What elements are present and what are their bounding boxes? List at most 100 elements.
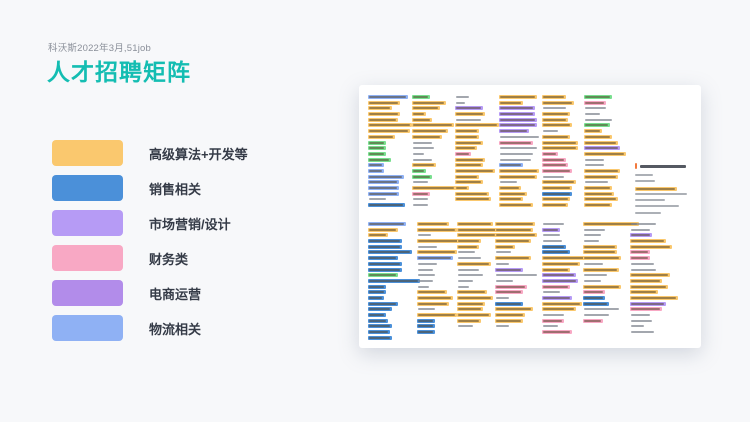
job-tag [584,146,620,151]
job-tag [583,301,609,306]
job-tag [368,267,402,272]
job-tag [583,307,621,311]
job-tag [584,168,620,173]
job-tag [412,203,430,207]
job-tag [495,296,511,300]
job-tag [412,117,432,122]
job-tag [542,157,566,162]
job-tag [368,301,398,306]
job-tag [584,151,626,156]
legend-item-0: 高级算法+开发等 [52,140,248,166]
job-tag [583,256,621,261]
job-tag [542,239,564,243]
job-tag [542,140,578,145]
job-tag [542,117,568,122]
job-tag [412,158,434,162]
job-tag [412,146,436,150]
job-tag [542,313,566,317]
job-tag [417,222,449,226]
note-title [640,164,686,168]
matrix-column [368,222,420,340]
job-tag [368,163,384,168]
job-tag [542,146,578,151]
job-tag [584,106,608,110]
legend-label: 物流相关 [149,321,202,337]
job-tag [455,146,477,151]
job-tag [368,146,386,151]
job-tag [368,295,384,300]
job-tag [368,222,406,226]
job-tag [584,140,618,145]
job-tag [417,290,447,295]
note-line [635,192,687,195]
job-tag [368,140,386,145]
job-tag [368,278,420,283]
job-tag [457,318,481,323]
job-tag [499,135,541,139]
job-tag [583,233,603,237]
job-tag [368,335,392,340]
job-tag [417,233,433,237]
job-tag [412,186,456,190]
job-tag [412,112,426,117]
legend-item-1: 销售相关 [52,175,248,201]
job-tag [499,168,539,173]
job-tag [630,262,656,266]
job-tag [368,239,402,244]
job-tag [542,203,568,208]
job-tag [368,157,391,162]
job-tag [630,295,678,300]
legend-item-4: 电商运营 [52,280,248,306]
job-tag [630,250,650,255]
job-tag [630,290,658,295]
job-tag [455,118,483,122]
job-tag [368,313,386,317]
job-tag [455,129,479,134]
job-tag [499,146,539,150]
job-tag [499,180,519,184]
matrix-column [368,95,412,208]
job-tag [455,197,491,202]
job-tag [412,141,434,145]
job-tag [630,239,666,244]
job-tag [457,301,485,306]
job-tag [417,245,439,249]
job-tag [457,307,483,312]
job-tag [368,168,384,173]
job-tag [584,118,614,122]
job-tag [495,284,527,289]
job-tag [412,123,454,128]
job-tag [455,191,489,196]
job-tag [495,324,511,328]
job-tag [495,307,533,312]
job-tag [455,140,483,145]
job-tag [495,279,515,283]
job-tag [630,273,670,278]
job-tag [417,256,453,261]
job-tag [584,100,606,105]
job-tag [499,197,523,202]
job-tag [495,250,513,254]
job-tag [630,319,654,323]
job-tag [542,256,594,261]
legend-label: 电商运营 [149,286,202,302]
job-tag [417,318,435,323]
job-tag [584,163,606,167]
job-tag [499,100,523,105]
matrix-column [584,95,626,208]
job-tag [499,112,535,117]
job-tag [583,262,605,266]
legend-label: 财务类 [149,251,189,267]
job-tag [368,112,400,117]
note-line [635,186,677,191]
job-tag [584,180,610,184]
job-tag [542,191,572,196]
job-tag [368,123,412,128]
job-tag [368,134,395,139]
job-tag [368,307,392,312]
job-tag [495,227,533,232]
job-tag [583,290,605,295]
job-tag [542,301,582,306]
job-tag [412,168,426,173]
job-tag [417,313,457,317]
